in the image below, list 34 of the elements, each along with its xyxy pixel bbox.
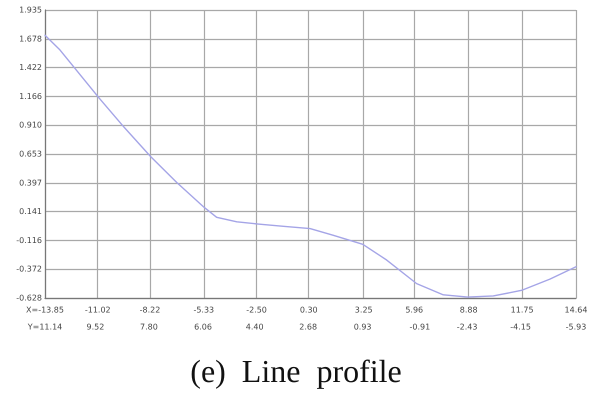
y-tick-label: 1.422 — [19, 63, 42, 72]
x-tick-label: -11.02 — [84, 306, 111, 314]
x2-tick-label: -5.93 — [566, 322, 586, 332]
y-tick-label: 1.166 — [19, 92, 42, 101]
x-tick-label: 11.75 — [510, 306, 534, 314]
y-tick-label: 0.910 — [19, 120, 42, 130]
y-tick-label: 1.935 — [19, 6, 42, 14]
x2-tick-label: 0.93 — [354, 322, 372, 332]
y-tick-label: -0.628 — [16, 294, 42, 302]
x2-tick-label: -4.15 — [510, 322, 531, 332]
x2-tick-label: 7.80 — [140, 322, 158, 332]
x-tick-label: X=-13.85 — [26, 306, 64, 314]
x-tick-label: 5.96 — [405, 306, 424, 314]
x-tick-label: 8.88 — [460, 306, 478, 314]
x2-tick-label: Y=11.14 — [26, 322, 62, 332]
x2-tick-label: 6.06 — [194, 322, 212, 332]
x-tick-label: 3.25 — [354, 306, 373, 314]
x2-tick-label: 4.40 — [246, 322, 264, 332]
y-tick-label: 0.397 — [19, 178, 42, 188]
y-tick-label: 0.141 — [19, 207, 42, 216]
x2-tick-label: 9.52 — [86, 322, 104, 332]
x-tick-label: 0.30 — [300, 306, 318, 314]
x-tick-label: -5.33 — [193, 306, 214, 314]
x2-tick-label: 2.68 — [299, 322, 318, 332]
y-tick-label: -0.372 — [16, 264, 42, 274]
x2-tick-label: -2.43 — [456, 322, 478, 332]
y-tick-label: -0.116 — [16, 236, 42, 245]
x-tick-label: -8.22 — [140, 306, 160, 314]
y-tick-label: 0.653 — [19, 150, 42, 159]
text: (e) Line profile — [190, 353, 402, 389]
y-tick-label: 1.678 — [19, 34, 42, 44]
x-tick-label: 14.64 — [564, 306, 588, 314]
x2-tick-label: -0.91 — [409, 322, 430, 332]
x-tick-label: -2.50 — [246, 306, 267, 314]
